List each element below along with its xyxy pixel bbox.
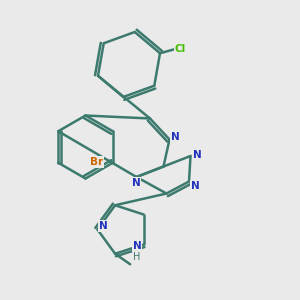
Text: Br: Br (90, 157, 103, 167)
Text: N: N (131, 178, 140, 188)
Text: N: N (170, 131, 179, 142)
Text: N: N (193, 149, 202, 160)
Text: N: N (133, 241, 141, 251)
Text: N: N (190, 181, 200, 191)
Text: Cl: Cl (175, 44, 186, 54)
Text: H: H (133, 252, 141, 262)
Text: N: N (99, 221, 108, 231)
